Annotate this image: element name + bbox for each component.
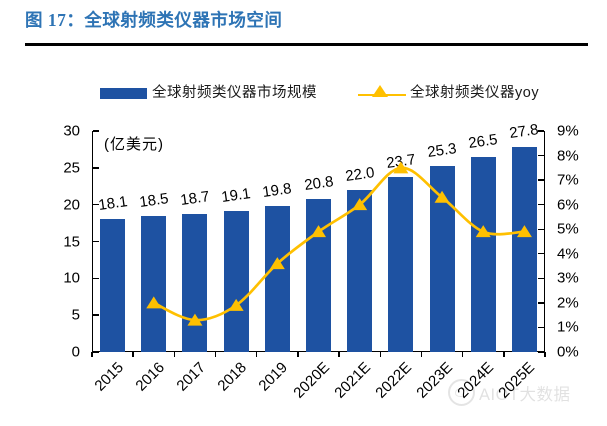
left-axis-tick	[93, 351, 99, 353]
legend-label-yoy: 全球射频类仪器yoy	[410, 85, 540, 101]
bar-2019	[264, 206, 290, 352]
yoy-marker-icon	[269, 257, 285, 270]
x-axis-tick	[544, 352, 546, 357]
x-axis-tick	[461, 352, 464, 357]
right-axis-tick	[538, 253, 544, 255]
legend-bar-swatch-icon	[100, 88, 147, 99]
left-axis-tick-label: 0	[71, 343, 80, 361]
watermark-text: AIOT大数据	[479, 385, 571, 404]
yoy-marker-icon	[146, 296, 162, 309]
x-axis-tick	[503, 352, 505, 357]
yoy-line-chart	[146, 161, 532, 326]
yoy-marker-icon	[516, 225, 532, 238]
right-axis-tick-label: 7%	[557, 171, 579, 189]
right-axis-tick	[538, 130, 544, 132]
bar-2016	[141, 215, 167, 352]
bar-2018	[223, 211, 249, 352]
legend-label-market-size: 全球射频类仪器市场规模	[152, 85, 317, 101]
right-axis-tick	[538, 351, 544, 353]
right-axis-tick-label: 1%	[557, 318, 579, 336]
bar-2020E	[306, 198, 331, 352]
right-axis-tick-label: 5%	[557, 220, 579, 238]
right-axis-tick-label: 4%	[557, 245, 579, 263]
bar-2024E	[470, 156, 496, 352]
bar-2015	[100, 218, 126, 352]
left-axis-tick	[93, 130, 99, 132]
yoy-marker-icon	[352, 198, 368, 211]
right-axis-tick	[538, 179, 544, 181]
x-axis-tick	[338, 352, 340, 357]
right-axis-tick-label: 2%	[557, 294, 579, 312]
left-axis-tick	[93, 277, 99, 280]
aiot-logo-icon	[448, 379, 475, 406]
right-axis-tick-label: 3%	[557, 269, 579, 287]
yoy-marker-icon	[393, 161, 409, 174]
title-divider	[25, 43, 588, 46]
right-axis-tick-label: 9%	[557, 122, 579, 140]
yoy-marker-icon	[311, 225, 326, 238]
yoy-marker-icon	[228, 298, 244, 311]
bar-2025E	[511, 147, 537, 352]
left-axis-tick-label: 30	[63, 122, 80, 140]
right-axis-tick	[538, 302, 544, 304]
right-axis-tick-label: 8%	[557, 147, 579, 165]
bar-2021E	[347, 189, 373, 352]
right-axis-tick	[538, 277, 544, 280]
left-axis-tick	[93, 167, 99, 169]
left-axis-unit-label: (亿美元)	[104, 136, 164, 153]
x-axis-tick	[173, 352, 176, 357]
right-axis-tick	[538, 154, 544, 157]
left-axis-tick-label: 25	[63, 159, 80, 177]
x-axis-tick	[379, 352, 381, 357]
left-axis-tick-label: 10	[63, 269, 80, 287]
yoy-marker-icon	[187, 313, 203, 326]
x-axis-tick	[256, 352, 258, 357]
right-axis-tick-label: 6%	[557, 196, 579, 214]
left-axis-tick-label: 20	[63, 196, 80, 214]
left-axis-tick	[93, 314, 99, 316]
right-axis-tick	[538, 326, 544, 329]
figure-title: 图 17：全球射频类仪器市场空间	[25, 10, 283, 30]
left-axis-tick-label: 5	[71, 306, 80, 324]
x-axis-tick	[91, 352, 93, 357]
legend-triangle-marker-icon	[372, 85, 388, 97]
bars-layer: 18.118.518.719.119.820.822.023.725.326.5…	[92, 121, 545, 352]
right-axis-tick-label: 0%	[557, 343, 579, 361]
x-axis-tick	[132, 352, 134, 357]
x-axis-tick	[214, 352, 217, 357]
watermark: AIOT大数据	[448, 379, 571, 406]
left-axis-tick	[93, 203, 99, 206]
bar-2022E	[388, 177, 414, 352]
x-axis-tick	[297, 352, 299, 357]
bar-2017	[182, 214, 208, 352]
yoy-marker-icon	[475, 225, 491, 238]
left-axis-tick-label: 15	[63, 233, 80, 250]
left-axis-tick	[93, 240, 99, 243]
right-axis-tick	[538, 203, 544, 206]
yoy-marker-icon	[434, 190, 450, 203]
x-axis-tick	[420, 352, 423, 357]
right-axis-tick	[538, 228, 544, 230]
yoy-line	[152, 166, 526, 322]
